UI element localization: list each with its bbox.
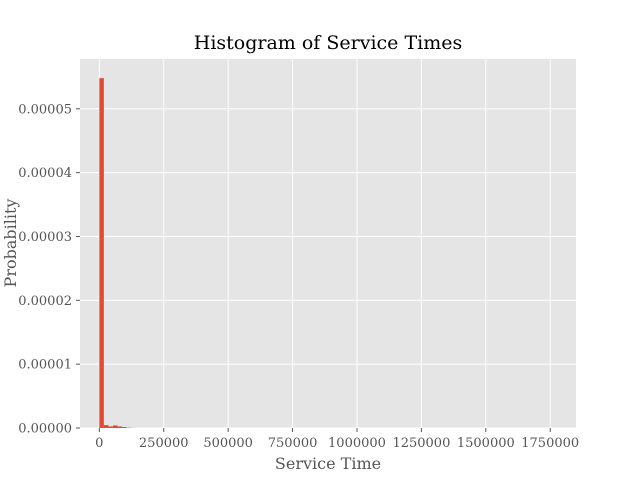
histogram-bar bbox=[121, 427, 127, 428]
x-tick-label: 750000 bbox=[268, 436, 318, 451]
chart-title: Histogram of Service Times bbox=[194, 32, 462, 54]
y-axis-label: Probability bbox=[1, 199, 20, 288]
x-axis-label: Service Time bbox=[275, 454, 381, 473]
y-tick-label: 0.00001 bbox=[18, 358, 72, 373]
x-tick-label: 1000000 bbox=[328, 436, 386, 451]
x-gridlines bbox=[98, 59, 551, 428]
x-axis-ticks: 0 250000 500000 750000 1000000 1250000 1500000… bbox=[95, 428, 579, 451]
x-tick-label: 250000 bbox=[139, 436, 189, 451]
y-tick-label: 0.00002 bbox=[18, 294, 72, 309]
histogram-bar bbox=[103, 425, 109, 428]
y-tick-label: 0.00000 bbox=[18, 422, 72, 437]
x-tick-label: 1500000 bbox=[457, 436, 515, 451]
x-tick-label: 1750000 bbox=[521, 436, 579, 451]
x-tick-label: 500000 bbox=[203, 436, 253, 451]
y-tick-label: 0.00003 bbox=[18, 230, 72, 245]
histogram-bar bbox=[108, 426, 113, 428]
y-tick-label: 0.00004 bbox=[18, 166, 72, 181]
x-tick-label: 1250000 bbox=[392, 436, 450, 451]
y-gridlines bbox=[80, 108, 576, 429]
histogram-bar bbox=[117, 426, 122, 428]
x-tick-label: 0 bbox=[95, 436, 103, 451]
histogram-bars bbox=[99, 78, 136, 428]
plot-area bbox=[80, 59, 576, 428]
y-axis-ticks: 0.00000 0.00001 0.00002 0.00003 0.00004 0.000… bbox=[18, 102, 80, 437]
histogram-bar bbox=[112, 425, 118, 428]
histogram-bar bbox=[99, 78, 104, 428]
y-tick-label: 0.00005 bbox=[18, 102, 72, 117]
